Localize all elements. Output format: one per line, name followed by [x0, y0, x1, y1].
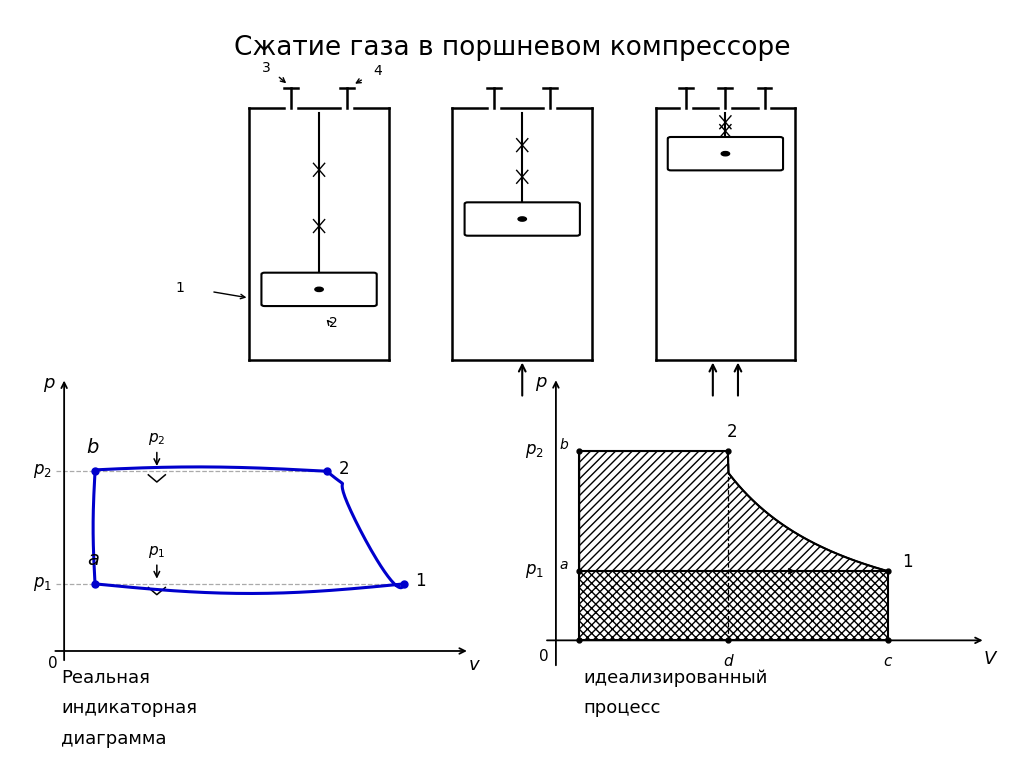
Text: a: a: [559, 558, 568, 572]
Text: $p_1$: $p_1$: [34, 575, 52, 593]
Text: Сжатие газа в поршневом компрессоре: Сжатие газа в поршневом компрессоре: [233, 35, 791, 61]
Text: диаграмма: диаграмма: [61, 730, 167, 748]
Text: $p_2$: $p_2$: [34, 463, 52, 480]
Text: процесс: процесс: [584, 700, 662, 717]
Text: d: d: [723, 653, 732, 669]
FancyBboxPatch shape: [261, 273, 377, 306]
Text: 0: 0: [540, 649, 549, 664]
Text: $p_2$: $p_2$: [525, 443, 544, 460]
FancyBboxPatch shape: [668, 137, 783, 170]
Text: индикаторная: индикаторная: [61, 700, 198, 717]
Text: $p_2$: $p_2$: [148, 431, 166, 447]
Text: v: v: [468, 657, 479, 674]
Text: p: p: [43, 374, 54, 391]
Text: p: p: [535, 373, 546, 391]
Text: 1: 1: [902, 552, 912, 571]
Text: 2: 2: [329, 316, 338, 330]
FancyBboxPatch shape: [465, 202, 580, 235]
Circle shape: [518, 217, 526, 221]
Text: c: c: [884, 653, 892, 669]
Text: $p_1$: $p_1$: [148, 544, 166, 560]
Text: 3: 3: [261, 61, 270, 75]
Text: 0: 0: [48, 656, 57, 671]
Text: b: b: [559, 438, 568, 452]
Text: Реальная: Реальная: [61, 669, 151, 686]
Text: $b$: $b$: [86, 438, 99, 457]
Circle shape: [721, 152, 729, 156]
Text: $a$: $a$: [87, 551, 99, 569]
Text: идеализированный: идеализированный: [584, 669, 768, 686]
Text: V: V: [983, 650, 995, 668]
Text: 4: 4: [374, 64, 382, 78]
Text: 1: 1: [416, 572, 426, 591]
Text: $p_1$: $p_1$: [525, 562, 544, 580]
Text: 2: 2: [338, 460, 349, 478]
Text: 2: 2: [726, 423, 737, 441]
Text: 1: 1: [175, 281, 184, 295]
Circle shape: [315, 287, 324, 291]
